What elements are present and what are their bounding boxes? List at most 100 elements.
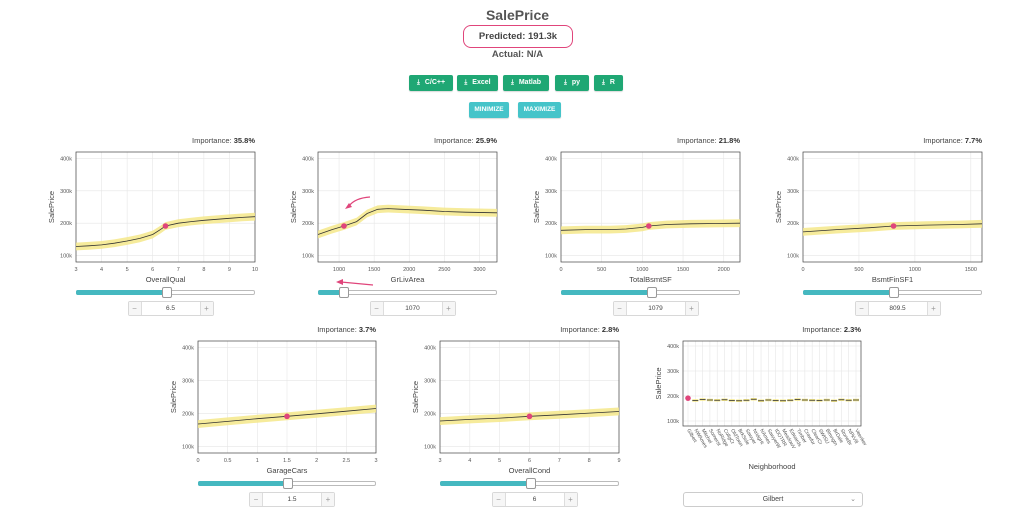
slider-thumb[interactable] (283, 478, 293, 489)
bsmtfinsf1-stepper[interactable]: − 809.5 + (854, 301, 941, 316)
x-tick-label: Timber (795, 428, 808, 445)
totalbsmtsf-value-input[interactable]: 1079 (648, 305, 663, 312)
slider-thumb[interactable] (888, 287, 899, 298)
x-tick-label: 1 (256, 458, 259, 464)
overallqual-slider[interactable] (76, 287, 255, 298)
category-band (714, 399, 721, 402)
confidence-band (440, 407, 619, 425)
category-band (845, 399, 852, 402)
slider-fill (440, 481, 530, 486)
overallcond-stepper[interactable]: − 6 + (491, 492, 578, 507)
importance-prefix: Importance: (802, 325, 844, 334)
increment-button[interactable]: + (321, 493, 334, 506)
x-tick-label: 4 (100, 267, 103, 273)
download-icon: ⤓ (510, 79, 514, 86)
x-tick-label: 1500 (677, 267, 689, 273)
y-tick-label: 300k (60, 189, 72, 195)
garagecars-value-input[interactable]: 1.5 (287, 496, 297, 503)
y-tick-label: 200k (424, 411, 436, 417)
y-tick-label: 200k (60, 221, 72, 227)
decrement-button[interactable]: − (370, 302, 384, 315)
slider-thumb[interactable] (339, 287, 350, 298)
x-tick-label: NoRidge (714, 428, 729, 448)
neighborhood-select[interactable]: Gilbert ⌄ (683, 492, 863, 507)
category-band (787, 399, 794, 402)
increment-button[interactable]: + (926, 302, 940, 315)
plot-frame (439, 340, 620, 454)
slider-thumb[interactable] (646, 287, 657, 298)
grlivarea-value-input[interactable]: 1070 (405, 305, 420, 312)
importance-value: 7.7% (964, 136, 982, 145)
decrement-button[interactable]: − (250, 493, 263, 506)
export-cpp-button[interactable]: ⤓ C/C++ (409, 75, 453, 91)
category-band (721, 398, 728, 401)
increment-button[interactable]: + (563, 493, 577, 506)
chevron-down-icon: ⌄ (850, 496, 856, 503)
category-band (801, 398, 808, 402)
y-tick-label: 400k (787, 156, 799, 162)
x-tick-label: BrDale (831, 428, 844, 444)
importance-prefix: Importance: (560, 325, 602, 334)
importance-prefix: Importance: (677, 136, 719, 145)
totalbsmtsf-slider[interactable] (561, 287, 740, 298)
select-value: Gilbert (762, 496, 784, 503)
overallqual-value-input[interactable]: 6.5 (165, 305, 176, 312)
bsmtfinsf1-slider[interactable] (803, 287, 982, 298)
x-tick-label: 2000 (403, 267, 415, 273)
x-tick-label: Gilbert (685, 428, 698, 444)
decrement-button[interactable]: − (128, 302, 142, 315)
current-value-marker (284, 413, 290, 420)
export-r-label: R (609, 79, 615, 86)
overallqual-stepper[interactable]: − 6.5 + (127, 301, 214, 316)
category-band (838, 398, 845, 401)
x-tick-label: 8 (202, 267, 205, 273)
garagecars-slider[interactable] (198, 478, 376, 489)
x-tick-label: 2500 (438, 267, 450, 273)
slider-thumb[interactable] (161, 287, 172, 298)
y-tick-label: 300k (182, 379, 194, 385)
export-matlab-button[interactable]: ⤓ Matlab (503, 75, 549, 91)
actual-value: Actual: N/A (491, 49, 544, 60)
x-axis-label: GarageCars (267, 466, 308, 475)
x-tick-label: Blmngtn (824, 428, 838, 447)
increment-button[interactable]: + (441, 302, 455, 315)
x-tick-label: 7 (177, 267, 180, 273)
y-tick-label: 300k (424, 379, 436, 385)
grlivarea-slider[interactable] (318, 287, 497, 298)
minimize-button[interactable]: MINIMIZE (469, 102, 509, 118)
bsmtfinsf1-value-input[interactable]: 809.5 (889, 305, 906, 312)
x-tick-label: 6 (151, 267, 154, 273)
prediction-line (560, 222, 741, 231)
importance-value: 2.8% (601, 325, 619, 334)
overallcond-value-input[interactable]: 6 (532, 496, 537, 503)
maximize-button[interactable]: MAXIMIZE (518, 102, 561, 118)
y-axis-label: SalePrice (654, 367, 663, 399)
export-r-button[interactable]: ⤓ R (594, 75, 623, 91)
page-title: SalePrice (485, 7, 550, 23)
increment-button[interactable]: + (684, 302, 698, 315)
x-tick-label: 0 (196, 458, 199, 464)
slider-thumb[interactable] (525, 478, 536, 489)
x-tick-label: 2 (315, 458, 318, 464)
decrement-button[interactable]: − (613, 302, 627, 315)
decrement-button[interactable]: − (492, 493, 506, 506)
increment-button[interactable]: + (199, 302, 213, 315)
export-excel-button[interactable]: ⤓ Excel (457, 75, 498, 91)
grlivarea-stepper[interactable]: − 1070 + (369, 301, 456, 316)
overallcond-slider[interactable] (440, 478, 619, 489)
x-axis-label: GrLivArea (391, 275, 426, 284)
x-tick-label: 2.5 (343, 458, 351, 464)
category-band (758, 399, 765, 402)
x-tick-label: NridgHt (751, 428, 765, 446)
importance-prefix: Importance: (192, 136, 234, 145)
garagecars-stepper[interactable]: − 1.5 + (249, 492, 335, 507)
category-band (699, 398, 706, 401)
export-py-button[interactable]: ⤓ py (555, 75, 589, 91)
y-axis-label: SalePrice (47, 191, 56, 223)
category-band (765, 398, 772, 402)
x-axis-label: Neighborhood (748, 462, 795, 471)
x-tick-label: 5 (498, 458, 501, 464)
totalbsmtsf-stepper[interactable]: − 1079 + (612, 301, 699, 316)
decrement-button[interactable]: − (855, 302, 869, 315)
x-tick-label: Veenker (853, 428, 868, 447)
